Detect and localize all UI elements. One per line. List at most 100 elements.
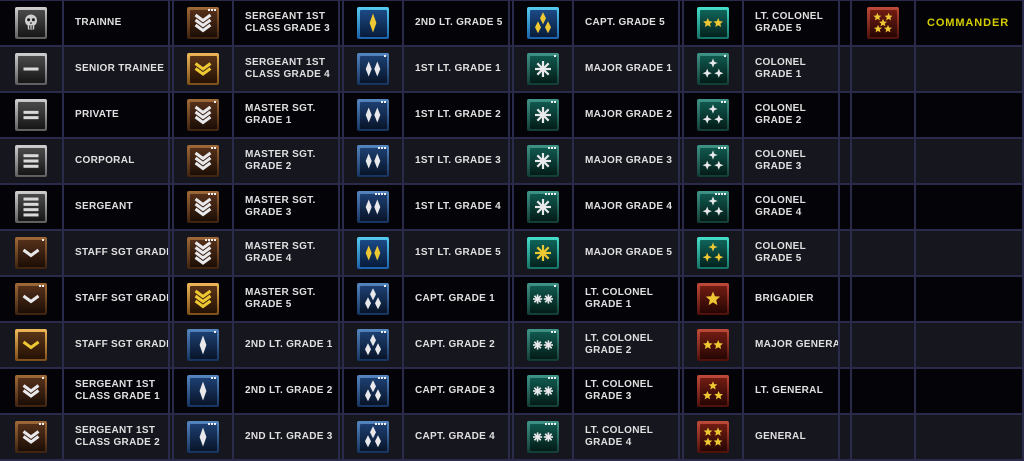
grade-dots (211, 377, 216, 379)
rank-icon-cell (684, 185, 744, 231)
rank-icon-cell (514, 277, 574, 323)
rank-icon-cell (0, 47, 64, 93)
rank-label: MAJOR GRADE 5 (585, 246, 673, 258)
gold-chevron-badge-icon (187, 53, 219, 85)
column-separator (510, 369, 514, 415)
rank-label-cell: TRAINNE (64, 1, 170, 47)
star-cluster-badge-icon (697, 53, 729, 85)
rank-label-cell: SERGEANT 1ST CLASS GRADE 3 (234, 1, 340, 47)
rank-label: CAPT. GRADE 2 (415, 338, 496, 350)
column-separator (340, 185, 344, 231)
rank-label-cell: COLONEL GRADE 1 (744, 47, 840, 93)
column-separator (840, 93, 852, 139)
rank-label-cell: CAPT. GRADE 5 (574, 1, 680, 47)
arrow-badge-icon (187, 421, 219, 453)
column-separator (340, 323, 344, 369)
rank-icon-cell (514, 369, 574, 415)
rank-icon-cell (684, 1, 744, 47)
gold-starburst-badge-icon (527, 237, 559, 269)
rank-label-cell: MASTER SGT. GRADE 2 (234, 139, 340, 185)
gold-arrow-badge-icon (357, 7, 389, 39)
grade-dots (378, 147, 386, 149)
gold-two-stars-badge-icon (697, 7, 729, 39)
rank-label-cell: SERGEANT 1ST CLASS GRADE 1 (64, 369, 170, 415)
rank-icon-cell (684, 323, 744, 369)
grade-dots (551, 331, 556, 333)
rank-icon-cell (684, 139, 744, 185)
rank-label-cell: 1ST LT. GRADE 1 (404, 47, 510, 93)
column-separator (340, 93, 344, 139)
rank-icon-cell (174, 231, 234, 277)
rank-icon-cell (174, 1, 234, 47)
rank-icon-cell (344, 185, 404, 231)
column-separator (170, 231, 174, 277)
rank-label-cell (916, 93, 1024, 139)
arrow-badge-icon (357, 53, 389, 85)
rank-icon-cell (852, 277, 916, 323)
column-separator (510, 1, 514, 47)
column-separator (170, 139, 174, 185)
rank-label-cell (916, 185, 1024, 231)
grade-dots (205, 239, 216, 241)
rank-label-cell: 1ST LT. GRADE 2 (404, 93, 510, 139)
rank-label: 1ST LT. GRADE 1 (415, 62, 501, 74)
starburst-badge-icon (527, 53, 559, 85)
column-separator (340, 231, 344, 277)
column-separator (170, 415, 174, 461)
rank-icon-cell (174, 415, 234, 461)
rank-label-cell: MASTER SGT. GRADE 3 (234, 185, 340, 231)
column-separator (170, 1, 174, 47)
column-separator (680, 415, 684, 461)
rank-icon-cell (852, 47, 916, 93)
column-separator (510, 47, 514, 93)
column-separator (680, 47, 684, 93)
grade-dots (545, 423, 556, 425)
skull-badge-icon (15, 7, 47, 39)
column-separator (680, 139, 684, 185)
rank-icon-cell (684, 277, 744, 323)
grade-dots (42, 239, 44, 241)
rank-label: STAFF SGT GRADE1 (75, 246, 170, 258)
rank-icon-cell (174, 369, 234, 415)
grade-dots (715, 193, 726, 195)
rank-label-cell: COLONEL GRADE 2 (744, 93, 840, 139)
grade-dots (721, 101, 726, 103)
chevron-badge-icon (15, 237, 47, 269)
rank-icon-cell (344, 277, 404, 323)
column-separator (510, 139, 514, 185)
rank-label-cell: LT. COLONEL GRADE 4 (574, 415, 680, 461)
column-separator (340, 415, 344, 461)
column-separator (680, 369, 684, 415)
rank-label: SERGEANT 1ST CLASS GRADE 4 (245, 56, 331, 81)
arrow-badge-icon (357, 99, 389, 131)
column-separator (170, 93, 174, 139)
grade-dots (378, 377, 386, 379)
star-cluster-badge-icon (697, 145, 729, 177)
grade-dots (554, 285, 556, 287)
rank-label: 2ND LT. GRADE 1 (245, 338, 333, 350)
rank-label: LT. COLONEL GRADE 4 (585, 424, 654, 449)
starburst-badge-icon (527, 191, 559, 223)
column-separator (340, 277, 344, 323)
rank-icon-cell (0, 369, 64, 415)
column-separator (170, 185, 174, 231)
arrow-badge-icon (357, 375, 389, 407)
column-separator (840, 185, 852, 231)
rank-icon-cell (0, 93, 64, 139)
rank-label: GENERAL (755, 430, 806, 442)
rank-label-cell: 1ST LT. GRADE 4 (404, 185, 510, 231)
column-separator (840, 369, 852, 415)
rank-label: COLONEL GRADE 3 (755, 148, 806, 173)
rank-icon-cell (174, 323, 234, 369)
column-separator (840, 231, 852, 277)
column-separator (680, 231, 684, 277)
column-separator (840, 323, 852, 369)
column-separator (510, 323, 514, 369)
rank-label-cell: LT. COLONEL GRADE 5 (744, 1, 840, 47)
column-separator (340, 369, 344, 415)
grade-dots (381, 101, 386, 103)
rank-label: STAFF SGT GRADE2 (75, 292, 170, 304)
gold-chevron-badge-icon (15, 329, 47, 361)
rank-label-cell: CORPORAL (64, 139, 170, 185)
rank-label: MAJOR GRADE 1 (585, 62, 673, 74)
